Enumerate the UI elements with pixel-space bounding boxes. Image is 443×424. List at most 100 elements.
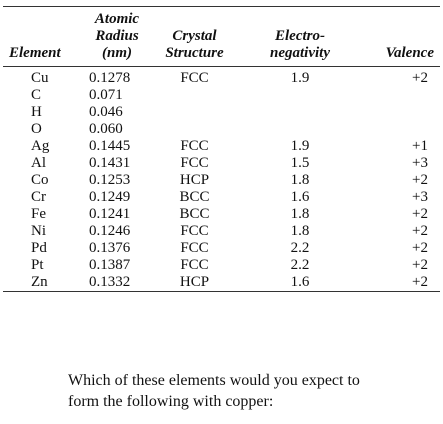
question-line-2: form the following with copper: [68,393,274,410]
header-atomic-radius-line2: Radius [95,28,139,44]
cell-structure: FCC [180,70,209,86]
cell-valence: +3 [412,155,428,171]
cell-element: Pt [31,257,44,273]
cell-radius: 0.1241 [89,206,131,222]
header-crystal-line1: Crystal [172,28,217,44]
cell-radius: 0.1278 [89,70,131,86]
cell-electronegativity: 1.8 [290,223,310,239]
cell-element: Ni [31,223,46,239]
cell-valence [360,121,440,138]
cell-structure [149,87,240,104]
cell-valence: +3 [412,189,428,205]
cell-valence: +1 [412,138,428,154]
cell-element: Zn [31,274,48,290]
cell-electronegativity: 1.9 [290,138,310,154]
cell-electronegativity [240,87,360,104]
cell-structure: FCC [180,240,209,256]
cell-valence: +2 [412,274,428,290]
cell-radius: 0.1387 [89,257,131,273]
table-row: Pt 0.1387 FCC 2.2 +2 [3,257,440,274]
table-row: Pd 0.1376 FCC 2.2 +2 [3,240,440,257]
cell-element: Co [31,172,49,188]
header-electronegativity: Electro- negativity [240,7,360,67]
cell-radius: 0.1445 [89,138,131,154]
cell-structure: BCC [179,206,210,222]
cell-radius: 0.1376 [89,240,131,256]
header-atomic-radius-line3: (nm) [102,45,132,61]
header-valence: Valence [385,45,434,61]
cell-radius: 0.1246 [89,223,131,239]
table-body: Cu 0.1278 FCC 1.9 +2 C 0.071 H 0.046 O 0.060 Ag… [3,67,440,291]
cell-electronegativity [240,121,360,138]
table-row: H 0.046 [3,104,440,121]
header-en-line2: negativity [270,45,330,61]
cell-radius: 0.060 [89,121,123,137]
cell-structure: HCP [179,274,210,290]
cell-radius: 0.1431 [89,155,131,171]
table-row: Co 0.1253 HCP 1.8 +2 [3,172,440,189]
table-bottom-rule [3,291,440,292]
question-text: Which of these elements would you expect… [68,370,440,412]
header-crystal-line2: Structure [165,45,224,61]
cell-valence: +2 [412,206,428,222]
cell-element: Ag [31,138,50,154]
cell-radius: 0.1253 [89,172,131,188]
element-properties-table: Element Atomic Radius (nm) Crystal Struc… [3,6,440,292]
cell-radius: 0.1332 [89,274,131,290]
header-row: Element Atomic Radius (nm) Crystal Struc… [3,7,440,67]
cell-electronegativity: 1.9 [290,70,310,86]
table-row: Cr 0.1249 BCC 1.6 +3 [3,189,440,206]
cell-electronegativity: 1.6 [290,274,310,290]
cell-electronegativity: 1.8 [290,206,310,222]
cell-valence: +2 [412,257,428,273]
header-rule-row [3,66,440,67]
cell-structure: HCP [179,172,210,188]
cell-electronegativity: 1.5 [290,155,310,171]
header-rule [3,66,440,67]
cell-structure: FCC [180,223,209,239]
cell-structure: FCC [180,257,209,273]
table-row: Ni 0.1246 FCC 1.8 +2 [3,223,440,240]
cell-electronegativity [240,104,360,121]
cell-valence [360,104,440,121]
cell-radius: 0.071 [89,87,123,103]
cell-element: Cr [31,189,46,205]
cell-electronegativity: 2.2 [290,257,310,273]
cell-element: Al [31,155,46,171]
question-line-1: Which of these elements would you expect… [68,372,360,389]
table-row: O 0.060 [3,121,440,138]
header-crystal-structure: Crystal Structure [149,7,240,67]
cell-radius: 0.1249 [89,189,131,205]
header-element: Element [9,45,61,61]
cell-electronegativity: 1.8 [290,172,310,188]
cell-valence: +2 [412,172,428,188]
table-row: Ag 0.1445 FCC 1.9 +1 [3,138,440,155]
cell-structure: BCC [179,189,210,205]
cell-electronegativity: 1.6 [290,189,310,205]
table-row: Zn 0.1332 HCP 1.6 +2 [3,274,440,291]
cell-structure: FCC [180,138,209,154]
cell-structure [149,104,240,121]
cell-valence [360,87,440,104]
cell-element: Cu [31,70,49,86]
header-atomic-radius: Atomic Radius (nm) [85,7,149,67]
cell-element: C [31,87,42,103]
header-en-line1: Electro- [275,28,325,44]
cell-structure [149,121,240,138]
data-table: Element Atomic Radius (nm) Crystal Struc… [3,7,440,291]
table-row: Cu 0.1278 FCC 1.9 +2 [3,67,440,87]
cell-valence: +2 [412,70,428,86]
cell-electronegativity: 2.2 [290,240,310,256]
cell-element: Fe [31,206,46,222]
table-top-rule [3,6,440,7]
cell-valence: +2 [412,223,428,239]
header-atomic-radius-line1: Atomic [94,11,140,27]
table-row: C 0.071 [3,87,440,104]
table-row: Al 0.1431 FCC 1.5 +3 [3,155,440,172]
cell-element: H [31,104,42,120]
cell-valence: +2 [412,240,428,256]
cell-radius: 0.046 [89,104,123,120]
table-row: Fe 0.1241 BCC 1.8 +2 [3,206,440,223]
cell-element: O [31,121,42,137]
cell-element: Pd [31,240,47,256]
